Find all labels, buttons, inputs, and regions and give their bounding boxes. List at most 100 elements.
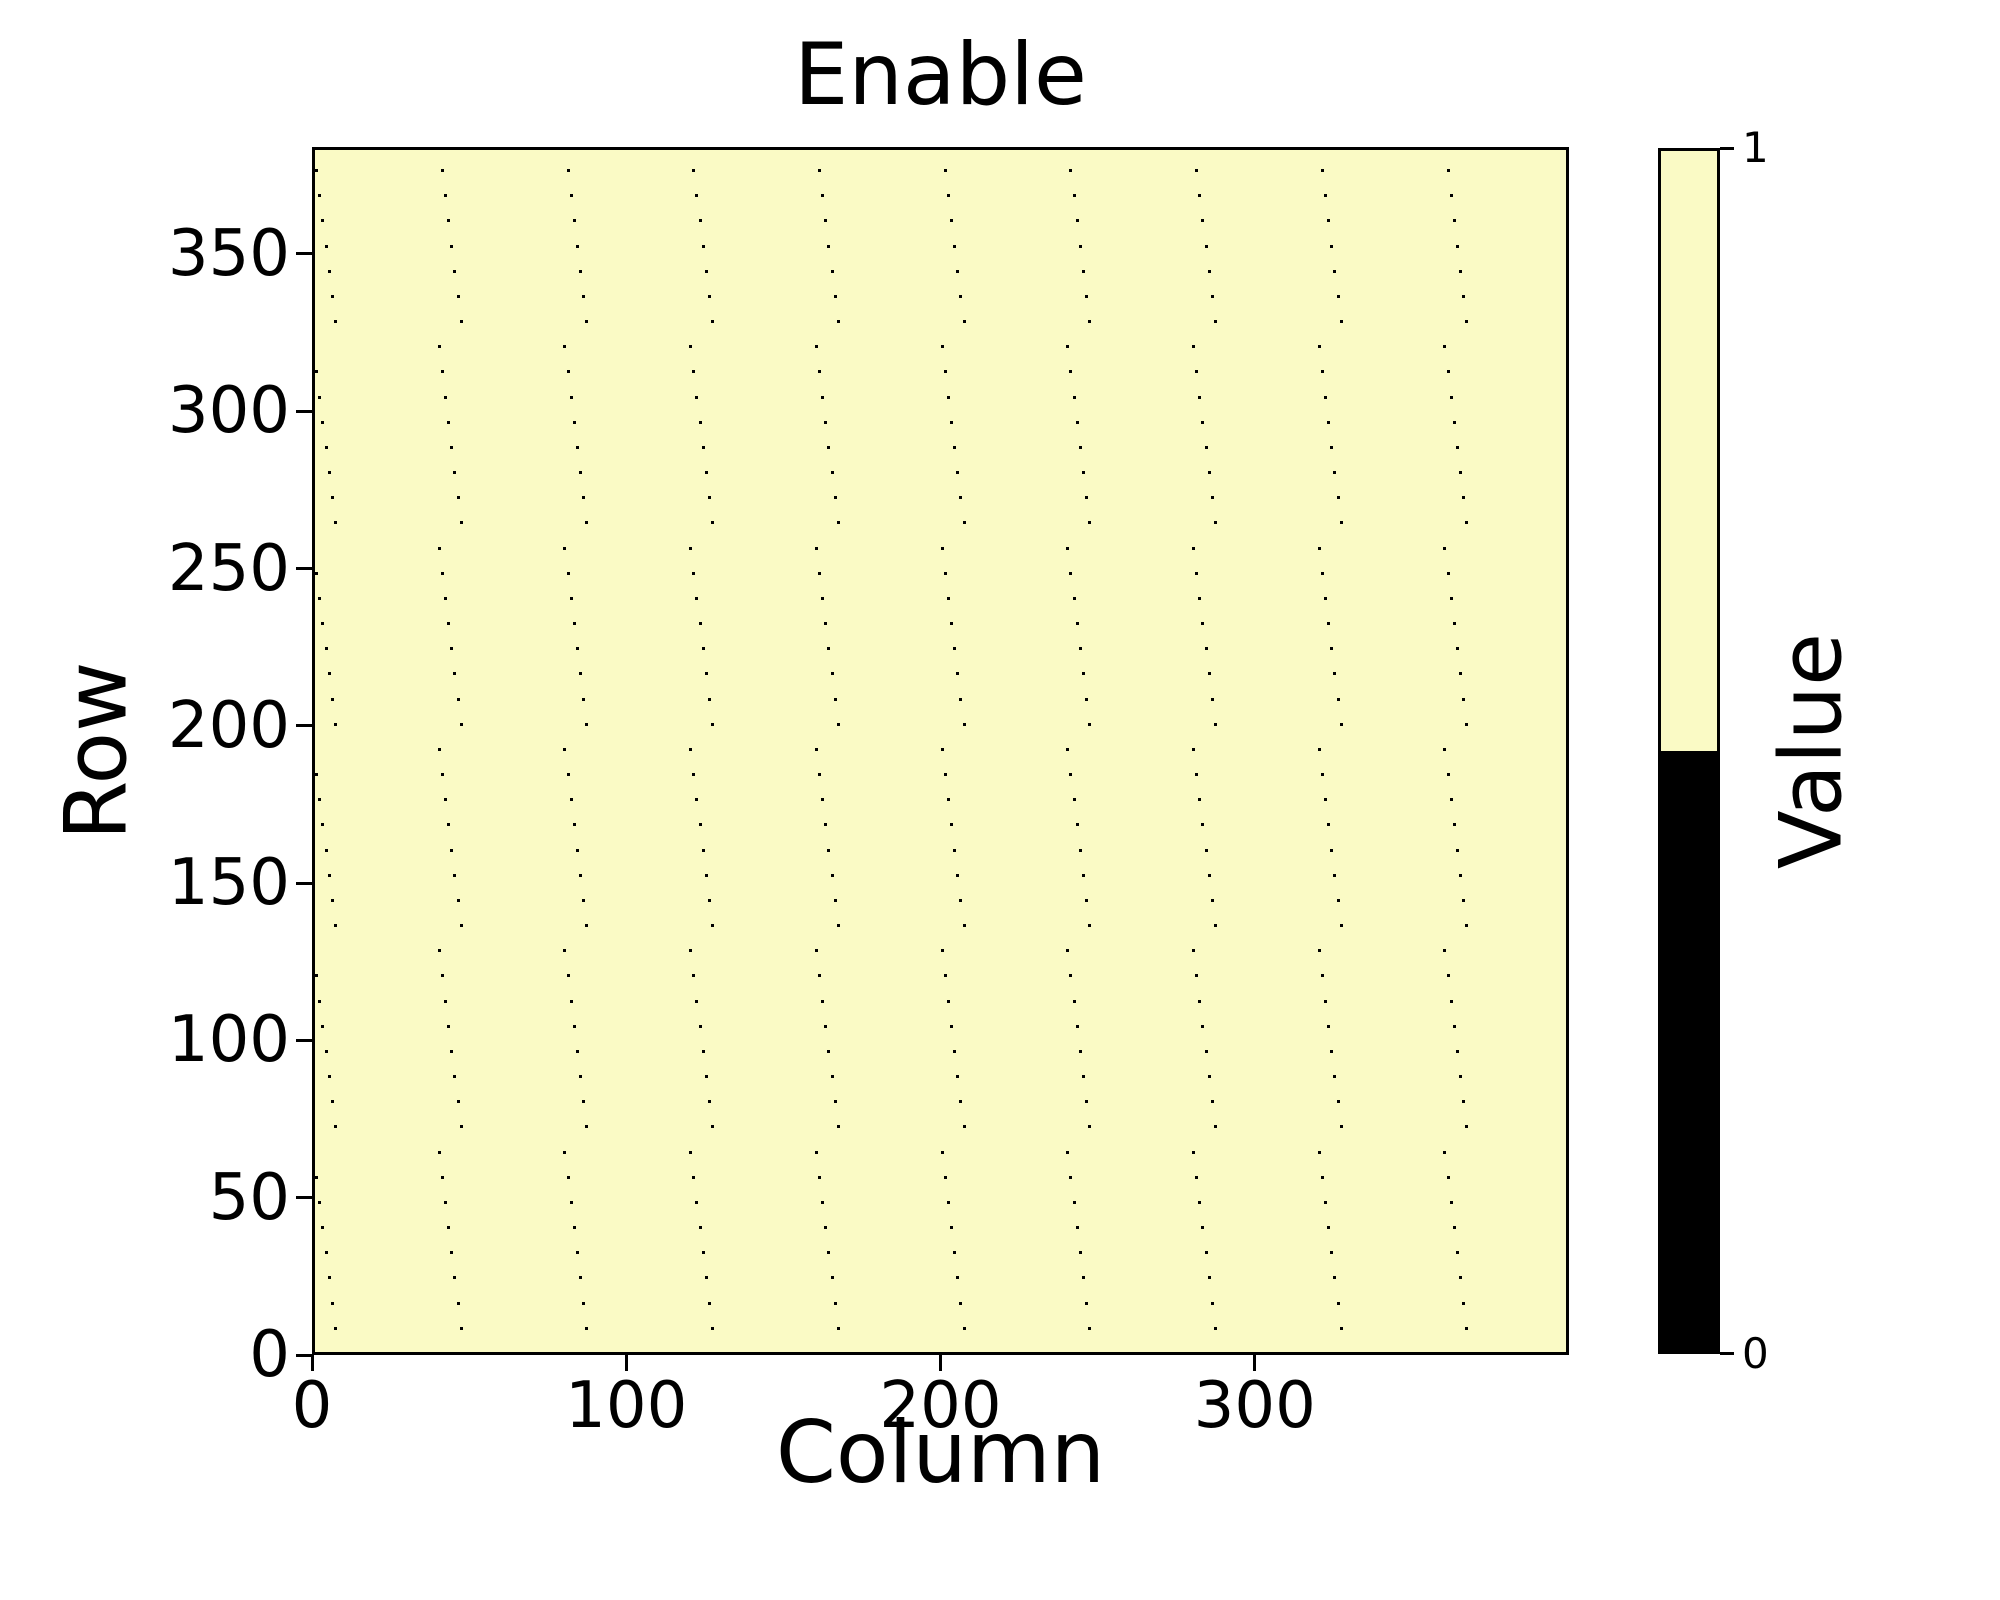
disabled-pixel (1213, 924, 1217, 928)
disabled-pixel (1317, 1150, 1321, 1154)
disabled-pixel (940, 1351, 944, 1355)
disabled-pixel (949, 219, 953, 223)
disabled-pixel (579, 269, 583, 273)
disabled-pixel (1075, 1226, 1079, 1230)
disabled-pixel (953, 244, 957, 248)
disabled-pixel (1446, 1175, 1450, 1179)
disabled-pixel (821, 395, 825, 399)
disabled-pixel (563, 1351, 567, 1355)
disabled-pixel (830, 873, 834, 877)
disabled-pixel (814, 1150, 818, 1154)
disabled-pixel (1069, 169, 1073, 173)
disabled-pixel (324, 848, 328, 852)
disabled-pixel (1317, 1351, 1321, 1355)
disabled-pixel (318, 395, 322, 399)
disabled-pixel (1327, 1226, 1331, 1230)
disabled-pixel (321, 219, 325, 223)
disabled-pixel (315, 773, 319, 777)
disabled-pixel (1336, 1100, 1340, 1104)
disabled-pixel (708, 496, 712, 500)
disabled-pixel (1327, 823, 1331, 827)
disabled-pixel (1443, 1150, 1447, 1154)
disabled-pixel (324, 445, 328, 449)
x-tick-label-200: 200 (879, 1369, 1002, 1443)
disabled-pixel (821, 596, 825, 600)
disabled-pixel (1088, 924, 1092, 928)
disabled-pixel (689, 949, 693, 953)
disabled-pixel (1191, 1150, 1195, 1154)
disabled-pixel (1320, 773, 1324, 777)
disabled-pixel (1443, 949, 1447, 953)
disabled-pixel (579, 471, 583, 475)
disabled-pixel (1465, 722, 1469, 726)
disabled-pixel (453, 672, 457, 676)
disabled-pixel (453, 269, 457, 273)
disabled-pixel (1339, 320, 1343, 324)
disabled-pixel (1072, 798, 1076, 802)
disabled-pixel (692, 370, 696, 374)
disabled-pixel (585, 521, 589, 525)
disabled-pixel (453, 471, 457, 475)
disabled-pixel (701, 244, 705, 248)
disabled-pixel (1078, 1049, 1082, 1053)
disabled-pixel (1330, 848, 1334, 852)
disabled-pixel (946, 798, 950, 802)
disabled-pixel (1455, 445, 1459, 449)
disabled-pixel (334, 722, 338, 726)
disabled-pixel (830, 672, 834, 676)
disabled-pixel (563, 345, 567, 349)
disabled-pixel (1449, 395, 1453, 399)
disabled-pixel (330, 1100, 334, 1104)
disabled-pixel (818, 169, 821, 173)
disabled-pixel (704, 1075, 708, 1079)
disabled-pixel (1198, 395, 1202, 399)
disabled-pixel (1455, 1251, 1459, 1255)
disabled-pixel (698, 1024, 702, 1028)
disabled-pixel (940, 949, 944, 953)
disabled-pixel (940, 747, 944, 751)
disabled-pixel (444, 194, 448, 198)
disabled-pixel (827, 647, 831, 651)
disabled-pixel (1198, 1200, 1202, 1204)
disabled-pixel (1462, 1301, 1466, 1305)
disabled-pixel (576, 445, 580, 449)
disabled-pixel (689, 1150, 693, 1154)
disabled-pixel (456, 697, 460, 701)
disabled-pixel (946, 1200, 950, 1204)
disabled-pixel (959, 697, 963, 701)
disabled-pixel (576, 1049, 580, 1053)
x-tick-label-100: 100 (565, 1369, 688, 1443)
disabled-pixel (953, 1251, 957, 1255)
disabled-pixel (1333, 471, 1337, 475)
disabled-pixel (566, 773, 570, 777)
disabled-pixel (1069, 571, 1073, 575)
disabled-pixel (1330, 1251, 1334, 1255)
disabled-pixel (312, 345, 316, 349)
disabled-pixel (576, 1251, 580, 1255)
disabled-pixel (444, 596, 448, 600)
disabled-pixel (459, 521, 463, 525)
disabled-pixel (327, 672, 331, 676)
disabled-pixel (318, 194, 322, 198)
disabled-pixel (943, 974, 947, 978)
disabled-pixel (946, 596, 950, 600)
disabled-pixel (695, 798, 699, 802)
disabled-pixel (701, 848, 705, 852)
disabled-pixel (1198, 798, 1202, 802)
disabled-pixel (1210, 1100, 1214, 1104)
disabled-pixel (698, 823, 702, 827)
disabled-pixel (315, 169, 319, 173)
disabled-pixel (821, 194, 825, 198)
disabled-pixel (563, 1150, 567, 1154)
disabled-pixel (836, 924, 840, 928)
disabled-pixel (949, 622, 953, 626)
disabled-pixel (1088, 1125, 1092, 1129)
y-tick-200 (296, 724, 313, 728)
disabled-pixel (1323, 798, 1327, 802)
disabled-pixel (1333, 873, 1337, 877)
disabled-pixel (708, 1301, 712, 1305)
disabled-pixel (836, 722, 840, 726)
y-tick-350 (296, 252, 313, 256)
disabled-pixel (1323, 395, 1327, 399)
